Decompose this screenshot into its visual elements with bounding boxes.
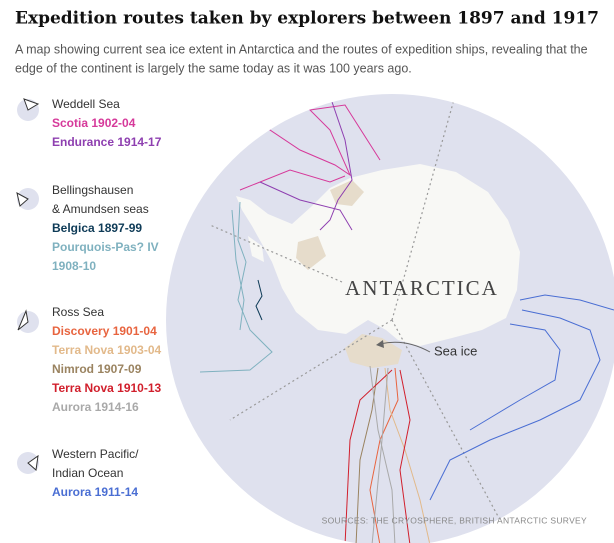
route-label: Pourquois-Pas? IV	[52, 240, 159, 254]
route-line	[239, 169, 346, 191]
route-line	[199, 201, 273, 373]
sector-icons	[16, 98, 40, 474]
route-line	[231, 209, 245, 331]
route-label: Aurora 1911-14	[52, 485, 138, 499]
route-line	[254, 104, 381, 177]
pointer-head	[376, 340, 384, 348]
sector-lines	[209, 95, 501, 521]
route-line	[371, 367, 389, 543]
route-line	[319, 95, 353, 231]
route-label: Terra Nova 1910-13	[52, 381, 162, 395]
route-line	[344, 369, 393, 543]
route-label: 1908-10	[52, 259, 96, 273]
region-label: Indian Ocean	[52, 466, 123, 480]
continent-label: ANTARCTICA	[345, 276, 499, 300]
route-label: Scotia 1902-04	[52, 116, 136, 130]
route-label: Endurance 1914-17	[52, 135, 162, 149]
map-layer	[199, 95, 614, 543]
sea-ice-label: Sea ice	[434, 343, 477, 358]
pointer	[379, 341, 431, 353]
region-label: & Amundsen seas	[52, 202, 149, 216]
route-line	[399, 369, 411, 543]
continent	[236, 164, 520, 346]
subtitle: A map showing current sea ice extent in …	[15, 42, 588, 56]
region-label: Ross Sea	[52, 305, 104, 319]
route-line	[469, 323, 561, 431]
legend: Weddell Sea Scotia 1902-04 Endurance 1914-…	[52, 97, 162, 499]
route-line	[255, 279, 263, 321]
route-label: Terra Nova 1903-04	[52, 343, 162, 357]
island	[248, 236, 264, 262]
route-label: Belgica 1897-99	[52, 221, 142, 235]
route-line	[429, 309, 601, 501]
region-label: Western Pacific/	[52, 447, 139, 461]
ice-shelf	[296, 236, 326, 270]
route-label: Nimrod 1907-09	[52, 362, 142, 376]
route-label: Discovery 1901-04	[52, 324, 157, 338]
route-line	[369, 365, 396, 543]
region-label: Bellingshausen	[52, 183, 133, 197]
subtitle: edge of the continent is largely the sam…	[15, 61, 412, 75]
route-label: Aurora 1914-16	[52, 400, 139, 414]
route-line	[384, 367, 431, 543]
region-label: Weddell Sea	[52, 97, 120, 111]
route-line	[355, 367, 379, 543]
source: SOURCES: THE CRYOSPHERE, BRITISH ANTARCT…	[322, 515, 587, 525]
title: Expedition routes taken by explorers bet…	[15, 9, 599, 29]
route-line	[259, 181, 353, 231]
route-line	[519, 294, 614, 311]
